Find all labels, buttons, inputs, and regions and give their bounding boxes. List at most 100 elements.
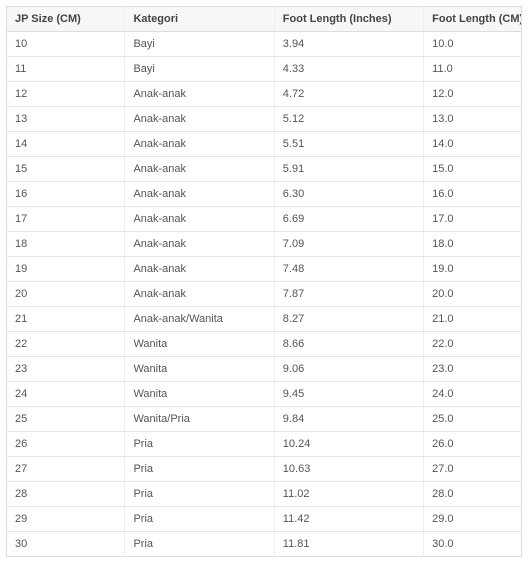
table-cell: 17.0 xyxy=(424,207,522,232)
table-row: 18Anak-anak7.0918.0 xyxy=(7,232,522,257)
table-cell: 7.87 xyxy=(274,282,423,307)
table-cell: Anak-anak xyxy=(125,182,274,207)
table-cell: 13.0 xyxy=(424,107,522,132)
table-row: 22Wanita8.6622.0 xyxy=(7,332,522,357)
table-cell: 16.0 xyxy=(424,182,522,207)
table-cell: 9.45 xyxy=(274,382,423,407)
table-cell: 15.0 xyxy=(424,157,522,182)
table-cell: 9.06 xyxy=(274,357,423,382)
table-cell: Anak-anak xyxy=(125,257,274,282)
table-cell: Wanita xyxy=(125,382,274,407)
table-row: 21Anak-anak/Wanita8.2721.0 xyxy=(7,307,522,332)
table-cell: Anak-anak xyxy=(125,132,274,157)
table-cell: 25.0 xyxy=(424,407,522,432)
table-cell: Wanita/Pria xyxy=(125,407,274,432)
table-cell: 25 xyxy=(7,407,125,432)
col-header-foot-inches: Foot Length (Inches) xyxy=(274,7,423,32)
table-cell: Wanita xyxy=(125,332,274,357)
table-row: 27Pria10.6327.0 xyxy=(7,457,522,482)
table-cell: 21.0 xyxy=(424,307,522,332)
table-cell: 4.72 xyxy=(274,82,423,107)
table-cell: 23.0 xyxy=(424,357,522,382)
table-row: 15Anak-anak5.9115.0 xyxy=(7,157,522,182)
table-cell: 10.0 xyxy=(424,32,522,57)
table-cell: 3.94 xyxy=(274,32,423,57)
table-cell: 10.24 xyxy=(274,432,423,457)
table-cell: 4.33 xyxy=(274,57,423,82)
table-cell: 7.09 xyxy=(274,232,423,257)
table-cell: 26.0 xyxy=(424,432,522,457)
table-cell: Pria xyxy=(125,482,274,507)
table-row: 30Pria11.8130.0 xyxy=(7,532,522,557)
table-cell: 21 xyxy=(7,307,125,332)
table-cell: 27.0 xyxy=(424,457,522,482)
table-cell: 20.0 xyxy=(424,282,522,307)
table-cell: 19 xyxy=(7,257,125,282)
table-cell: 18 xyxy=(7,232,125,257)
table-cell: 28 xyxy=(7,482,125,507)
table-header: JP Size (CM) Kategori Foot Length (Inche… xyxy=(7,7,522,32)
table-row: 11Bayi4.3311.0 xyxy=(7,57,522,82)
table-row: 17Anak-anak6.6917.0 xyxy=(7,207,522,232)
table-cell: 8.66 xyxy=(274,332,423,357)
table-body: 10Bayi3.9410.011Bayi4.3311.012Anak-anak4… xyxy=(7,32,522,557)
size-table: JP Size (CM) Kategori Foot Length (Inche… xyxy=(6,6,522,557)
table-row: 13Anak-anak5.1213.0 xyxy=(7,107,522,132)
table-cell: 14 xyxy=(7,132,125,157)
table-cell: 24 xyxy=(7,382,125,407)
table-cell: 9.84 xyxy=(274,407,423,432)
table-cell: Pria xyxy=(125,457,274,482)
table-row: 20Anak-anak7.8720.0 xyxy=(7,282,522,307)
table-cell: 15 xyxy=(7,157,125,182)
table-cell: 14.0 xyxy=(424,132,522,157)
table-cell: 24.0 xyxy=(424,382,522,407)
table-row: 10Bayi3.9410.0 xyxy=(7,32,522,57)
table-cell: 11.0 xyxy=(424,57,522,82)
header-row: JP Size (CM) Kategori Foot Length (Inche… xyxy=(7,7,522,32)
table-row: 28Pria11.0228.0 xyxy=(7,482,522,507)
table-cell: 29.0 xyxy=(424,507,522,532)
table-row: 26Pria10.2426.0 xyxy=(7,432,522,457)
table-cell: 12.0 xyxy=(424,82,522,107)
table-cell: Pria xyxy=(125,532,274,557)
table-row: 24Wanita9.4524.0 xyxy=(7,382,522,407)
table-cell: Anak-anak xyxy=(125,282,274,307)
table-cell: 27 xyxy=(7,457,125,482)
table-cell: 5.12 xyxy=(274,107,423,132)
table-cell: Anak-anak xyxy=(125,207,274,232)
col-header-kategori: Kategori xyxy=(125,7,274,32)
table-cell: 12 xyxy=(7,82,125,107)
table-cell: 6.69 xyxy=(274,207,423,232)
table-cell: 5.51 xyxy=(274,132,423,157)
table-cell: 10 xyxy=(7,32,125,57)
table-cell: 11.02 xyxy=(274,482,423,507)
table-cell: Pria xyxy=(125,432,274,457)
table-cell: 6.30 xyxy=(274,182,423,207)
table-cell: Bayi xyxy=(125,57,274,82)
table-cell: 28.0 xyxy=(424,482,522,507)
table-cell: Anak-anak xyxy=(125,107,274,132)
table-cell: 11 xyxy=(7,57,125,82)
table-cell: 8.27 xyxy=(274,307,423,332)
table-row: 12Anak-anak4.7212.0 xyxy=(7,82,522,107)
table-cell: 16 xyxy=(7,182,125,207)
table-cell: 29 xyxy=(7,507,125,532)
table-cell: 11.81 xyxy=(274,532,423,557)
table-cell: 26 xyxy=(7,432,125,457)
table-cell: 5.91 xyxy=(274,157,423,182)
col-header-foot-cm: Foot Length (CM) xyxy=(424,7,522,32)
table-cell: 22.0 xyxy=(424,332,522,357)
table-row: 16Anak-anak6.3016.0 xyxy=(7,182,522,207)
table-cell: 20 xyxy=(7,282,125,307)
table-cell: Wanita xyxy=(125,357,274,382)
table-cell: 19.0 xyxy=(424,257,522,282)
table-cell: Anak-anak xyxy=(125,157,274,182)
table-cell: Bayi xyxy=(125,32,274,57)
table-cell: 17 xyxy=(7,207,125,232)
table-cell: 22 xyxy=(7,332,125,357)
table-cell: 30 xyxy=(7,532,125,557)
table-cell: 10.63 xyxy=(274,457,423,482)
table-cell: 7.48 xyxy=(274,257,423,282)
table-cell: 23 xyxy=(7,357,125,382)
table-cell: Anak-anak xyxy=(125,82,274,107)
